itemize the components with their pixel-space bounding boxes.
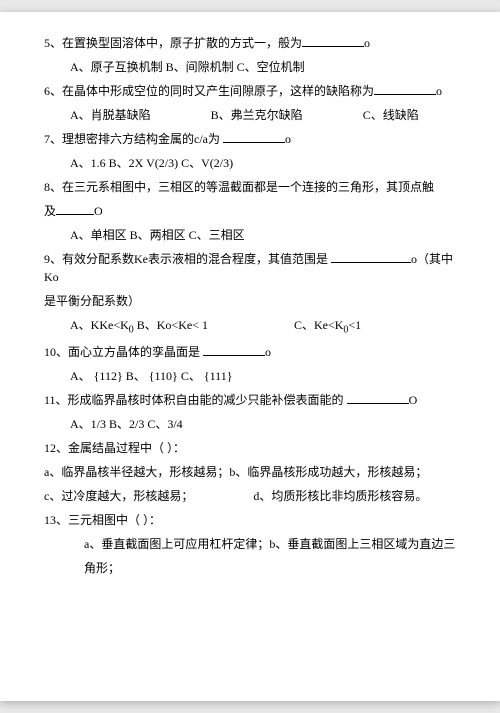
q9-opt-a2: B、Ko<Ke< 1 [134, 318, 208, 332]
q13-stem: 13、三元相图中（ ）： [44, 511, 456, 529]
q5-stem: 5、在置换型固溶体中，原子扩散的方式一，般为 o [44, 34, 456, 52]
q6-text-b: o [436, 84, 442, 98]
q11-stem: 11、形成临界晶核时体积自由能的减少只能补偿表面能的 O [44, 391, 456, 409]
q7-blank [223, 132, 285, 143]
q11-options: A、1/3 B、2/3 C、3/4 [70, 415, 456, 433]
q6-text-a: 6、在晶体中形成空位的同时又产生间隙原子，这样的缺陷称为 [44, 84, 374, 98]
q13-line2: 角形； [84, 559, 456, 577]
q5-text-b: o [364, 36, 370, 50]
q6-options: A、肖脱基缺陷 B、弗兰克尔缺陷 C、线缺陷 [70, 106, 456, 124]
q6-opt-b: B、弗兰克尔缺陷 [211, 108, 303, 122]
q6-stem: 6、在晶体中形成空位的同时又产生间隙原子，这样的缺陷称为 o [44, 82, 456, 100]
document-page: 5、在置换型固溶体中，原子扩散的方式一，般为 o A、原子互换机制 B、间隙机制 … [0, 12, 500, 701]
q9-line1-a: 9、有效分配系数Ke表示液相的混合程度，其值范围是 [44, 252, 328, 266]
q9-opt-a: A、KKe<K [70, 318, 129, 332]
q12-line-a: a、临界晶核半径越大，形核越易；b、临界晶核形成功越大，形核越易； [44, 463, 456, 481]
q9-options: A、KKe<K0 B、Ko<Ke< 1C、Ke<K0<1 [70, 316, 456, 337]
q9-opt-c2: <1 [348, 318, 361, 332]
q8-options: A、单相区 B、两相区 C、三相区 [70, 226, 456, 244]
q9-blank [331, 252, 411, 263]
q11-blank [347, 394, 409, 405]
q8-blank [56, 204, 94, 215]
q8-line2-b: O [94, 204, 103, 218]
q7-stem: 7、理想密排六方结构金属的c/a为 o [44, 130, 456, 148]
q6-blank [374, 84, 436, 95]
q12-line-b: c、过冷度越大，形核越易； d、均质形核比非均质形核容易。 [44, 487, 456, 505]
q10-stem: 10、面心立方晶体的孪晶面是 o [44, 343, 456, 361]
q9-line2: 是平衡分配系数） [44, 292, 456, 310]
q11-text-b: O [409, 393, 418, 407]
q8-line2: 及O [44, 202, 456, 220]
q6-opt-c: C、线缺陷 [363, 108, 419, 122]
q10-options: A、 {112} B、 {110} C、 {111} [70, 367, 456, 385]
q12-stem: 12、金属结晶过程中（ ）： [44, 439, 456, 457]
q12-line-b-1: c、过冷度越大，形核越易； [44, 489, 193, 503]
q10-text-a: 10、面心立方晶体的孪晶面是 [44, 345, 200, 359]
q5-blank [302, 36, 364, 47]
q12-line-b-2: d、均质形核比非均质形核容易。 [253, 489, 427, 503]
q10-blank [203, 346, 265, 357]
q7-options: A、1.6 B、2X V(2/3) C、V(2/3) [70, 154, 456, 172]
q5-text-a: 5、在置换型固溶体中，原子扩散的方式一，般为 [44, 36, 302, 50]
q8-line1: 8、在三元系相图中，三相区的等温截面都是一个连接的三角形，其顶点触 [44, 178, 456, 196]
q6-opt-a: A、肖脱基缺陷 [70, 108, 151, 122]
q10-text-b: o [265, 345, 271, 359]
q7-text-a: 7、理想密排六方结构金属的c/a为 [44, 132, 220, 146]
q5-options: A、原子互换机制 B、间隙机制 C、空位机制 [70, 58, 456, 76]
q8-line2-a: 及 [44, 204, 56, 218]
q13-line1: a、垂直截面图上可应用杠杆定律；b、垂直截面图上三相区域为直边三 [84, 535, 456, 553]
q9-line1: 9、有效分配系数Ke表示液相的混合程度，其值范围是 o（其中Ko [44, 250, 456, 286]
q11-text-a: 11、形成临界晶核时体积自由能的减少只能补偿表面能的 [44, 393, 344, 407]
q9-opt-c: C、Ke<K [294, 318, 343, 332]
q7-text-b: o [285, 132, 291, 146]
